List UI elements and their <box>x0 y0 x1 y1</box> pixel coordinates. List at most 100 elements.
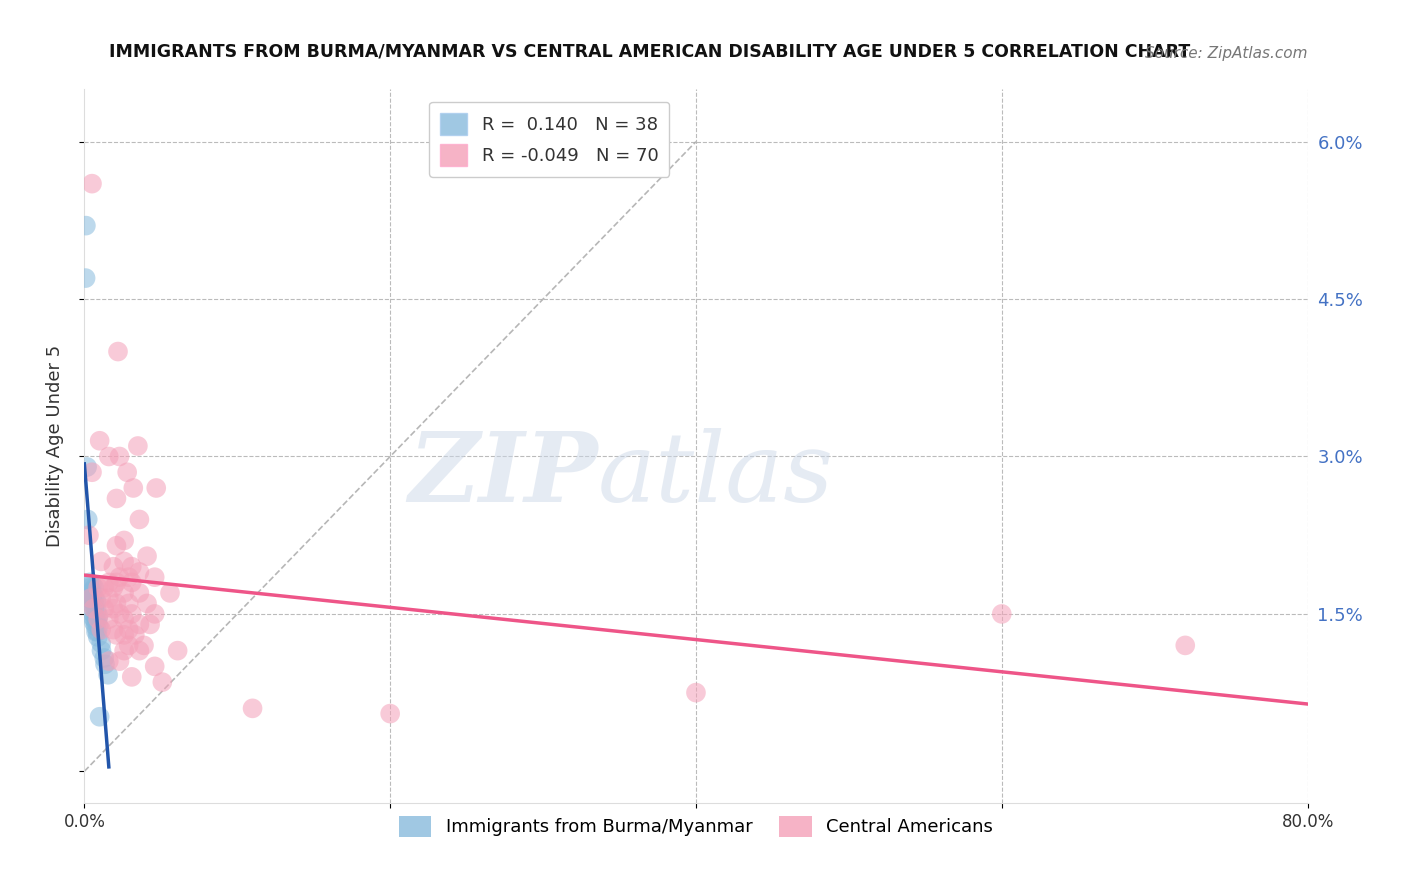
Point <box>108 607 131 621</box>
Point <box>86 594 108 608</box>
Point <box>118 639 141 653</box>
Point <box>128 565 150 579</box>
Point <box>83 611 105 625</box>
Text: Source: ZipAtlas.com: Source: ZipAtlas.com <box>1144 45 1308 61</box>
Point <box>108 450 131 464</box>
Point <box>380 706 402 721</box>
Point <box>77 528 100 542</box>
Point <box>87 612 110 626</box>
Point <box>90 643 112 657</box>
Point <box>97 612 120 626</box>
Point <box>105 628 128 642</box>
Point <box>80 177 103 191</box>
Point <box>87 609 110 624</box>
Point <box>76 460 98 475</box>
Point <box>86 614 108 628</box>
Point <box>121 670 143 684</box>
Point <box>76 512 98 526</box>
Point <box>80 577 103 591</box>
Point <box>83 615 105 630</box>
Point <box>86 604 108 618</box>
Point <box>127 439 149 453</box>
Point <box>93 581 115 595</box>
Point <box>75 219 97 233</box>
Point <box>121 607 143 621</box>
Point <box>80 596 103 610</box>
Point <box>84 609 107 624</box>
Point <box>105 539 128 553</box>
Point <box>97 575 120 590</box>
Point <box>112 554 135 568</box>
Point <box>103 581 125 595</box>
Point <box>128 512 150 526</box>
Point <box>128 586 150 600</box>
Point <box>108 654 131 668</box>
Point <box>145 481 167 495</box>
Point <box>118 623 141 637</box>
Point <box>121 559 143 574</box>
Point <box>166 643 188 657</box>
Point <box>82 599 104 614</box>
Text: atlas: atlas <box>598 427 834 522</box>
Point <box>112 586 135 600</box>
Point <box>83 591 105 606</box>
Point <box>84 614 107 628</box>
Point <box>112 628 135 642</box>
Point <box>112 533 135 548</box>
Point <box>94 657 117 672</box>
Point <box>80 586 103 600</box>
Text: ZIP: ZIP <box>409 427 598 522</box>
Point <box>136 549 159 564</box>
Point <box>685 685 707 699</box>
Point <box>124 628 146 642</box>
Point <box>79 581 101 595</box>
Point <box>115 465 138 479</box>
Point <box>97 654 120 668</box>
Point <box>118 570 141 584</box>
Point <box>108 570 131 584</box>
Point <box>103 601 125 615</box>
Point <box>105 575 128 590</box>
Point <box>83 601 105 615</box>
Point <box>84 599 107 613</box>
Point <box>97 450 120 464</box>
Legend: Immigrants from Burma/Myanmar, Central Americans: Immigrants from Burma/Myanmar, Central A… <box>391 808 1001 844</box>
Point <box>136 596 159 610</box>
Point <box>991 607 1014 621</box>
Point <box>87 630 110 644</box>
Point <box>89 710 111 724</box>
Point <box>87 581 110 595</box>
Point <box>103 623 125 637</box>
Point <box>79 575 101 590</box>
Point <box>89 434 111 448</box>
Point <box>112 643 135 657</box>
Point <box>128 617 150 632</box>
Point <box>86 624 108 639</box>
Point <box>82 588 104 602</box>
Text: IMMIGRANTS FROM BURMA/MYANMAR VS CENTRAL AMERICAN DISABILITY AGE UNDER 5 CORRELA: IMMIGRANTS FROM BURMA/MYANMAR VS CENTRAL… <box>108 43 1189 61</box>
Point <box>1174 639 1197 653</box>
Point <box>105 596 128 610</box>
Point <box>84 619 107 633</box>
Point <box>79 591 101 606</box>
Point <box>105 491 128 506</box>
Point <box>112 612 135 626</box>
Point <box>83 581 105 595</box>
Point <box>143 607 166 621</box>
Y-axis label: Disability Age Under 5: Disability Age Under 5 <box>45 345 63 547</box>
Point <box>82 607 104 621</box>
Point <box>143 570 166 584</box>
Point <box>93 601 115 615</box>
Point <box>90 636 112 650</box>
Point <box>87 619 110 633</box>
Point <box>97 667 120 681</box>
Point <box>80 465 103 479</box>
Point <box>75 271 97 285</box>
Point <box>103 559 125 574</box>
Point <box>80 591 103 606</box>
Point <box>122 481 145 495</box>
Point <box>82 594 104 608</box>
Point <box>139 617 162 632</box>
Point <box>82 583 104 598</box>
Point <box>97 591 120 606</box>
